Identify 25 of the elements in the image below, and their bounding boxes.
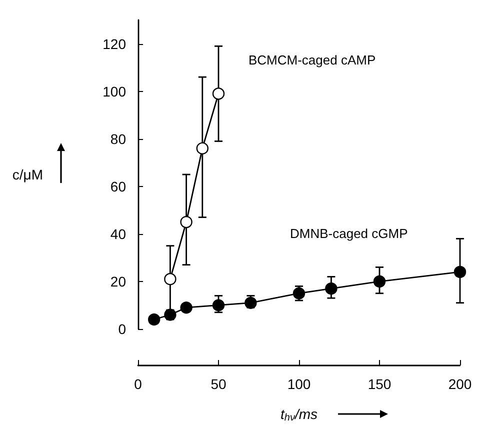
y-tick-label: 60 (110, 178, 126, 194)
text: DMNB-caged cGMP (290, 226, 408, 241)
point (148, 313, 160, 326)
point (180, 302, 192, 314)
text: BCMCM-caged cAMP (248, 52, 376, 68)
point (196, 142, 208, 154)
y-axis-title: c/μM (12, 166, 43, 182)
y-tick-label: 100 (102, 83, 126, 100)
x-tick-label: 0 (134, 376, 142, 392)
y-tick-label: 80 (110, 130, 126, 147)
point (325, 282, 338, 295)
x-tick-label: 150 (368, 376, 392, 392)
x-tick-label: 200 (448, 376, 472, 392)
point (454, 266, 466, 278)
point (164, 272, 176, 286)
point (373, 275, 386, 288)
point (180, 216, 192, 228)
y-tick-label: 40 (110, 226, 126, 242)
y-tick-label: 20 (110, 273, 126, 290)
y-tick-label: 120 (102, 36, 126, 52)
point (212, 299, 225, 312)
point (212, 88, 225, 100)
x-tick-label: 50 (210, 376, 226, 392)
x-tick-label: 100 (287, 376, 311, 392)
y-tick-label: 0 (118, 321, 126, 337)
